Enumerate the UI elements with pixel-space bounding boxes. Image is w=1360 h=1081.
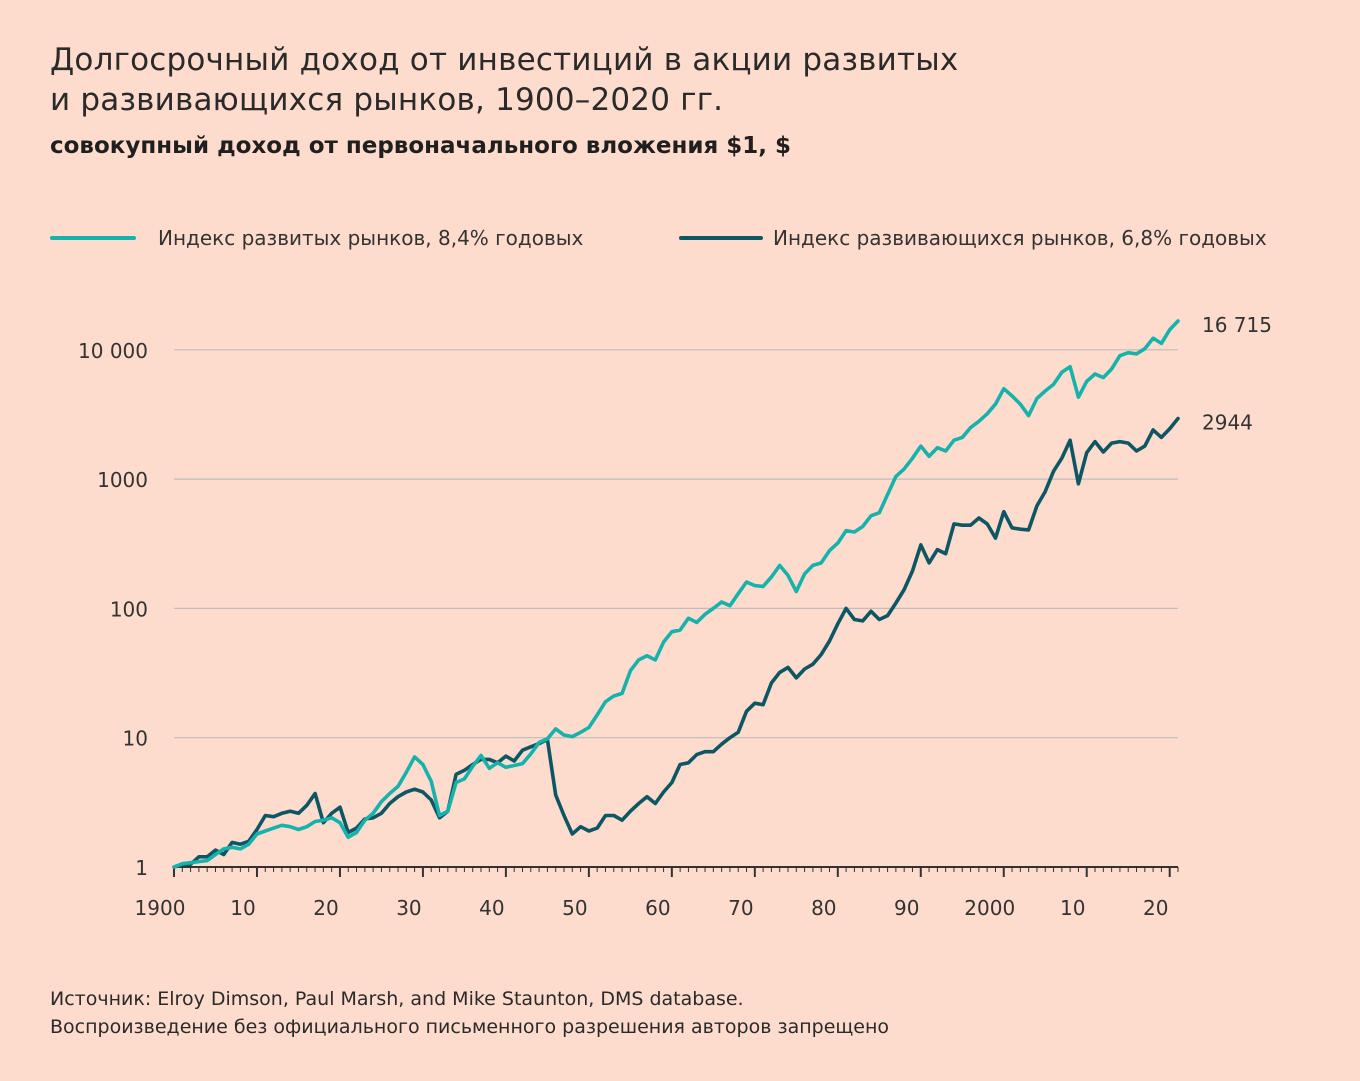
y-tick-label: 10: [123, 727, 148, 751]
y-tick-label: 1: [135, 856, 148, 880]
chart-title: Долгосрочный доход от инвестиций в акции…: [50, 40, 1150, 120]
x-tick-label: 60: [645, 896, 670, 920]
chart-legend: Индекс развитых рынков, 8,4% годовых Инд…: [0, 226, 1360, 262]
legend-item-developed: Индекс развитых рынков, 8,4% годовых: [50, 226, 583, 250]
x-tick-label: 2000: [964, 896, 1015, 920]
x-tick-label: 1900: [135, 896, 186, 920]
legend-item-emerging: Индекс развивающихся рынков, 6,8% годовы…: [679, 226, 1267, 250]
legend-swatch-developed: [50, 236, 136, 240]
end-label-developed: 16 715: [1202, 313, 1272, 337]
x-axis-ticks: 1900 10 20 30 40 50 60 70 80 90 2000 10 20: [135, 867, 1179, 920]
series-end-labels: 16 715 2944: [1202, 313, 1272, 435]
y-tick-label: 10 000: [78, 339, 148, 363]
x-tick-label: 70: [728, 896, 753, 920]
x-tick-label: 20: [313, 896, 338, 920]
x-tick-label: 10: [1060, 896, 1085, 920]
legend-label-developed: Индекс развитых рынков, 8,4% годовых: [158, 226, 584, 250]
x-tick-label: 90: [894, 896, 919, 920]
x-tick-label: 30: [396, 896, 421, 920]
chart-title-line-1: Долгосрочный доход от инвестиций в акции…: [50, 42, 959, 78]
x-tick-label: 10: [230, 896, 255, 920]
end-label-emerging: 2944: [1202, 410, 1253, 434]
source-note: Источник: Elroy Dimson, Paul Marsh, and …: [50, 985, 889, 1041]
series-lines: [172, 319, 1180, 869]
series-line-developed: [172, 319, 1180, 869]
y-tick-label: 100: [110, 597, 148, 621]
x-tick-label: 40: [479, 896, 504, 920]
y-tick-label: 1000: [97, 468, 148, 492]
chart-subtitle: совокупный доход от первоначального влож…: [50, 133, 791, 159]
chart-title-line-2: и развивающихся рынков, 1900–2020 гг.: [50, 82, 724, 118]
x-tick-label: 50: [562, 896, 587, 920]
source-line-2: Воспроизведение без официального письмен…: [50, 1016, 890, 1038]
line-chart: 1 10 100 1000 10 000 1900 10 20 30 40 50 60 70 80 90 2…: [78, 313, 1272, 920]
x-tick-label: 20: [1143, 896, 1168, 920]
chart-gridlines: [174, 349, 1178, 739]
y-axis-tick-labels: 1 10 100 1000 10 000: [78, 339, 148, 880]
legend-label-emerging: Индекс развивающихся рынков, 6,8% годовы…: [773, 226, 1267, 250]
series-line-emerging: [172, 416, 1180, 869]
source-line-1: Источник: Elroy Dimson, Paul Marsh, and …: [50, 988, 744, 1010]
x-tick-label: 80: [811, 896, 836, 920]
legend-swatch-emerging: [679, 236, 763, 240]
